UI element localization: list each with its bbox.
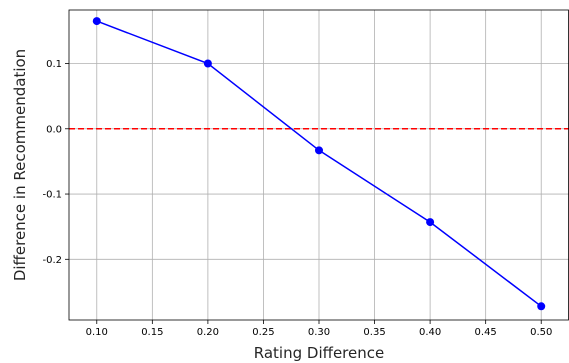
x-tick-label: 0.40 <box>419 327 441 338</box>
y-tick-label: 0.0 <box>46 124 62 135</box>
y-tick-label: 0.1 <box>46 59 62 70</box>
x-tick-label: 0.25 <box>252 327 274 338</box>
data-point <box>426 218 435 227</box>
series-layer <box>92 17 546 311</box>
x-tick-label: 0.15 <box>141 327 163 338</box>
x-tick-label: 0.50 <box>530 327 552 338</box>
axis-ticks: 0.10 0.15 0.20 0.25 0.30 0.35 0.40 0.45 0.50 -0.2… <box>42 59 552 338</box>
data-point <box>315 146 323 155</box>
x-tick-label: 0.30 <box>308 327 330 338</box>
grid-lines <box>69 10 569 320</box>
data-point <box>203 59 212 68</box>
x-axis-label: Rating Difference <box>254 344 384 362</box>
x-tick-label: 0.45 <box>475 327 497 338</box>
data-point <box>92 17 101 26</box>
x-tick-label: 0.35 <box>363 327 385 338</box>
x-tick-label: 0.10 <box>86 327 108 338</box>
y-tick-label: -0.2 <box>42 255 62 266</box>
data-point <box>537 302 546 311</box>
x-tick-label: 0.20 <box>197 327 219 338</box>
y-tick-label: -0.1 <box>42 190 62 201</box>
y-axis-label: Difference in Recommendation <box>11 49 29 281</box>
